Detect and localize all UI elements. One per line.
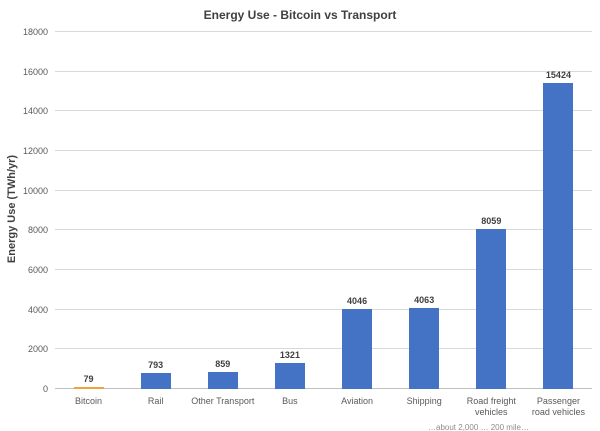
gridline xyxy=(55,189,592,191)
y-tick-label: 16000 xyxy=(22,66,48,77)
y-tick-label: 2000 xyxy=(27,344,48,355)
bar-value-label: 4063 xyxy=(414,295,435,306)
bar-road-freight-vehicles xyxy=(476,229,507,389)
x-tick-label: Other Transport xyxy=(191,396,255,406)
gridline xyxy=(55,348,592,350)
x-tick-label: Passenger road vehicles xyxy=(531,396,585,418)
clipped-caption: …about 2,000 … 200 mile… xyxy=(428,423,529,431)
y-tick-label: 10000 xyxy=(22,185,48,196)
gridline xyxy=(55,229,592,231)
gridline xyxy=(55,308,592,310)
bar-value-label: 15424 xyxy=(545,70,571,81)
bar-other-transport xyxy=(207,371,238,389)
bar-value-label: 79 xyxy=(83,374,94,384)
x-axis-line xyxy=(55,388,592,389)
bar-shipping xyxy=(409,308,440,389)
bar-bitcoin xyxy=(73,387,104,389)
gridline xyxy=(55,31,592,32)
x-tick-label: Bus xyxy=(282,396,298,406)
bar-value-label: 859 xyxy=(215,358,231,369)
plot-area xyxy=(55,31,592,389)
x-tick-label: Rail xyxy=(147,396,164,406)
gridline xyxy=(55,110,592,112)
bar-value-label: 1321 xyxy=(279,349,300,360)
y-tick-label: 0 xyxy=(42,384,48,394)
y-tick-label: 12000 xyxy=(22,146,48,156)
bar-bus xyxy=(274,362,305,389)
gridline xyxy=(55,269,592,270)
x-tick-label: Shipping xyxy=(406,396,442,406)
chart-title: Energy Use - Bitcoin vs Transport xyxy=(203,8,397,22)
gridline xyxy=(55,70,592,72)
gridline xyxy=(55,150,592,151)
bar-passenger-road-vehicles xyxy=(543,83,574,389)
x-tick-label: Road freight vehicles xyxy=(466,396,516,418)
y-tick-label: 6000 xyxy=(27,265,48,275)
x-tick-label: Aviation xyxy=(341,396,373,406)
bar-aviation xyxy=(342,308,373,389)
bar-value-label: 8059 xyxy=(481,216,502,227)
y-tick-label: 8000 xyxy=(27,225,48,236)
y-tick-label: 18000 xyxy=(22,27,48,37)
bar-value-label: 4046 xyxy=(347,295,368,306)
bar-rail xyxy=(140,373,171,389)
y-tick-label: 4000 xyxy=(27,304,48,315)
y-tick-label: 14000 xyxy=(22,106,48,117)
x-tick-label: Bitcoin xyxy=(75,396,103,406)
bar-value-label: 793 xyxy=(148,360,164,371)
